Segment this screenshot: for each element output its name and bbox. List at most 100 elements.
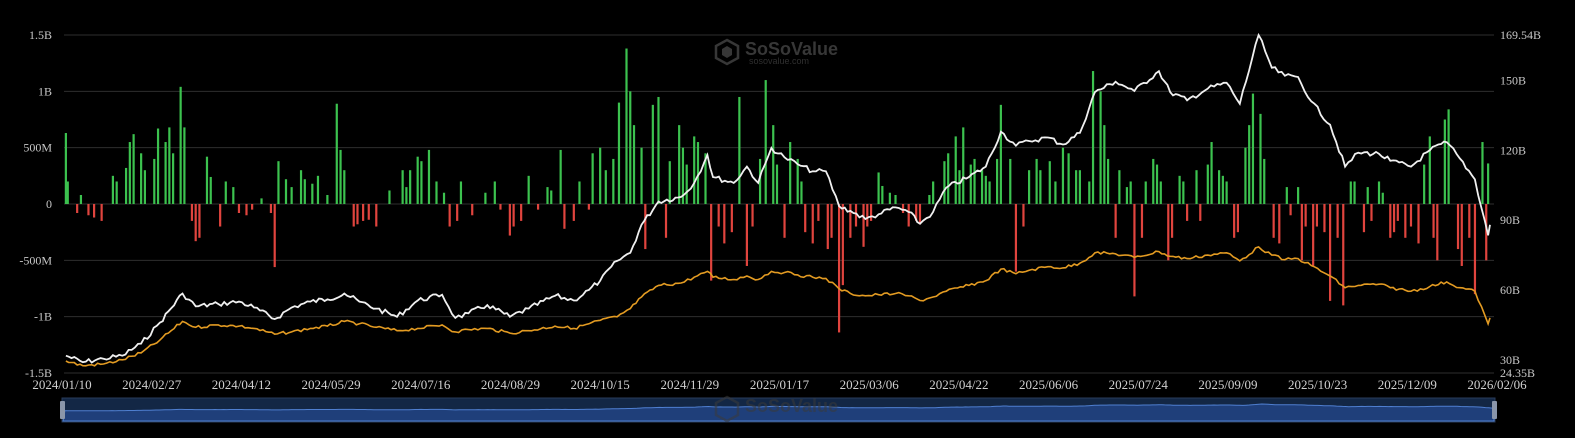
x-tick-label: 2024/11/29 [660, 377, 719, 392]
outflow-bar [563, 204, 566, 229]
inflow-bar [153, 158, 156, 204]
inflow-bar [943, 161, 946, 204]
inflow-bar [420, 161, 423, 204]
inflow-bar [954, 136, 957, 204]
outflow-bar [1436, 204, 1439, 261]
inflow-bar [124, 167, 128, 204]
x-tick-label: 2025/01/17 [750, 377, 810, 392]
navigator-left-handle[interactable] [60, 401, 65, 419]
inflow-bar [546, 187, 549, 204]
x-tick-label: 2024/08/29 [481, 377, 540, 392]
outflow-bar [1417, 204, 1420, 244]
x-tick-label: 2024/01/10 [32, 377, 91, 392]
outflow-bar [1485, 204, 1488, 261]
x-tick-label: 2025/07/24 [1109, 377, 1169, 392]
navigator-right-handle[interactable] [1492, 401, 1497, 419]
inflow-bar [1377, 181, 1381, 204]
inflow-bar [681, 147, 685, 204]
inflow-bar [958, 170, 961, 204]
navigator-logo-icon [714, 395, 740, 423]
x-tick-label: 2025/09/09 [1198, 377, 1257, 392]
inflow-bar [772, 125, 775, 204]
inflow-bar [1487, 163, 1490, 204]
x-tick-label: 2026/02/06 [1467, 377, 1527, 392]
inflow-bar [1182, 181, 1185, 204]
cumulative-net-inflow-line [65, 245, 1491, 367]
outflow-bar [273, 204, 276, 268]
outflow-bar [1392, 204, 1396, 233]
inflow-bar [1447, 109, 1450, 204]
left-tick-label: 500M [23, 141, 52, 155]
inflow-bar [1054, 181, 1057, 204]
outflow-bar [245, 204, 248, 216]
inflow-bar [996, 158, 999, 204]
outflow-bar [745, 204, 748, 266]
outflow-bar [730, 204, 733, 233]
navigator-watermark: SoSoValue [714, 395, 838, 423]
inflow-bar [299, 170, 303, 204]
right-tick-label: 90B [1500, 213, 1520, 227]
inflow-bar [183, 127, 186, 204]
outflow-bar [1342, 204, 1345, 306]
inflow-bar [1428, 136, 1431, 204]
inflow-bar [625, 48, 628, 204]
outflow-bar [512, 204, 515, 227]
inflow-bar [1206, 164, 1209, 204]
sosovalue-logo-icon [714, 38, 740, 66]
range-navigator[interactable]: SoSoValue [60, 395, 1497, 423]
inflow-bar [527, 175, 530, 204]
watermark: SoSoValue sosovalue.com [714, 38, 838, 66]
inflow-bar [232, 187, 235, 204]
inflow-bar [316, 175, 320, 204]
inflow-bar [1099, 91, 1102, 204]
inflow-bar [326, 194, 329, 204]
inflow-bar [973, 158, 976, 204]
inflow-bar [335, 103, 338, 204]
inflow-bar [1075, 170, 1078, 204]
inflow-bar [1263, 158, 1266, 204]
inflow-bar [284, 179, 288, 204]
outflow-bar [1289, 204, 1292, 216]
inflow-bar [435, 181, 438, 204]
outflow-bar [194, 204, 197, 242]
outflow-bar [448, 204, 451, 227]
left-tick-label: 0 [46, 197, 52, 211]
inflow-bar [1353, 181, 1356, 204]
outflow-bar [1468, 204, 1471, 238]
outflow-bar [907, 204, 910, 227]
inflow-bar [657, 96, 660, 204]
right-tick-label: 150B [1500, 73, 1526, 87]
inflow-bar [984, 175, 987, 204]
inflow-bar [205, 156, 209, 204]
outflow-bar [830, 204, 833, 238]
inflow-bar [758, 158, 762, 204]
inflow-bar [277, 161, 280, 204]
inflow-bar [1103, 125, 1106, 204]
inflow-bar [1381, 192, 1384, 204]
outflow-bar [1170, 204, 1174, 238]
inflow-bar [179, 86, 182, 204]
outflow-bar [1199, 204, 1202, 221]
inflow-bar [1067, 153, 1070, 204]
inflow-bar [1155, 164, 1159, 204]
outflow-bar [1014, 204, 1018, 272]
inflow-bar [1366, 187, 1369, 204]
outflow-bar [717, 204, 720, 227]
inflow-bar [339, 149, 342, 204]
inflow-bar [209, 176, 212, 204]
outflow-bar [1114, 204, 1117, 238]
outflow-bar [644, 204, 647, 250]
right-tick-label: 120B [1500, 143, 1526, 157]
inflow-bar [928, 194, 931, 204]
inflow-bar [632, 125, 636, 204]
inflow-bar [442, 192, 446, 204]
inflow-bar [789, 142, 792, 204]
inflow-bar [612, 158, 615, 204]
outflow-bar [572, 204, 575, 221]
inflow-bar [156, 128, 160, 204]
x-tick-label: 2025/12/09 [1378, 377, 1437, 392]
outflow-bar [1473, 204, 1477, 295]
outflow-bar [1460, 204, 1463, 266]
inflow-bar [1118, 170, 1121, 204]
inflow-bar [401, 170, 404, 204]
